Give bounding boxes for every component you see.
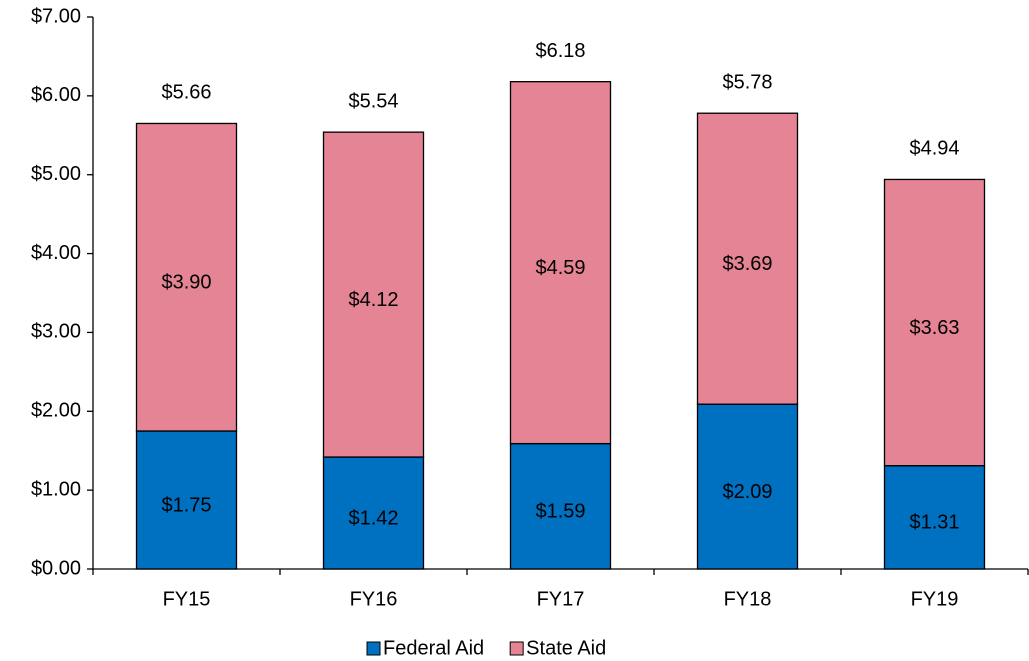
bar-segment — [509, 442, 612, 570]
y-tick-label: $0.00 — [31, 557, 81, 579]
x-tick-label: FY15 — [163, 588, 211, 610]
bar-segment — [883, 465, 986, 570]
value-label: $1.59 — [535, 501, 585, 523]
legend-swatch — [366, 641, 381, 656]
legend-label: State Aid — [526, 637, 606, 659]
y-tick-label: $5.00 — [31, 163, 81, 185]
value-label: $3.69 — [722, 253, 772, 275]
value-label: $3.63 — [909, 317, 959, 339]
y-tick-label: $6.00 — [31, 84, 81, 106]
x-tick-label: FY19 — [911, 588, 959, 610]
value-label: $3.90 — [161, 272, 211, 294]
value-label: $1.31 — [909, 512, 959, 534]
bar-segment — [696, 403, 799, 570]
value-label: $1.42 — [348, 507, 398, 529]
legend-label: Federal Aid — [383, 637, 484, 659]
y-tick-label: $1.00 — [31, 478, 81, 500]
y-tick-label: $3.00 — [31, 321, 81, 343]
x-tick-label: FY16 — [350, 588, 398, 610]
total-label: $5.66 — [161, 82, 211, 104]
value-label: $4.12 — [348, 289, 398, 311]
x-tick-label: FY18 — [724, 588, 772, 610]
total-label: $5.54 — [348, 90, 398, 112]
total-label: $4.94 — [909, 138, 959, 160]
y-tick-label: $2.00 — [31, 400, 81, 422]
bar-segment — [322, 456, 425, 570]
x-tick-label: FY17 — [537, 588, 585, 610]
value-label: $2.09 — [722, 481, 772, 503]
bar-segment — [883, 178, 986, 467]
y-tick-label: $4.00 — [31, 242, 81, 264]
total-label: $6.18 — [535, 40, 585, 62]
bar-segment — [135, 122, 238, 432]
bar-segment — [322, 131, 425, 458]
total-label: $5.78 — [722, 71, 772, 93]
bar-segment — [696, 112, 799, 405]
value-label: $1.75 — [161, 494, 211, 516]
bar-segment — [135, 430, 238, 570]
y-tick-label: $7.00 — [31, 5, 81, 27]
legend-swatch — [509, 641, 524, 656]
value-label: $4.59 — [535, 257, 585, 279]
bar-segment — [509, 81, 612, 445]
